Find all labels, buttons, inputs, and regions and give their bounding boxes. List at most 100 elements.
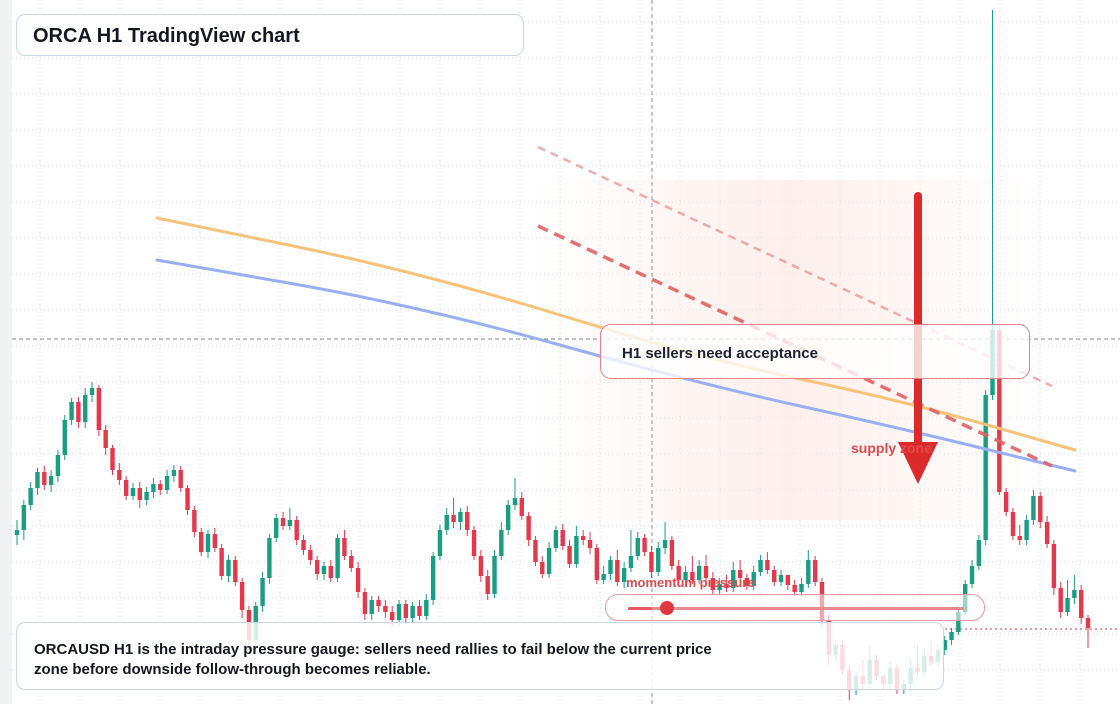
candle-body: [703, 566, 709, 578]
candle-body: [751, 572, 756, 586]
acceptance-label: H1 sellers need acceptance: [622, 345, 818, 362]
candle-body: [478, 556, 484, 576]
candle-body: [519, 498, 525, 516]
candle-body: [485, 576, 490, 594]
candle-body: [560, 530, 565, 546]
candle-body: [615, 560, 620, 582]
candle-body: [417, 606, 422, 616]
candle-body: [383, 606, 388, 612]
candle-body: [69, 402, 74, 420]
candle-body: [280, 518, 286, 526]
candle-body: [205, 534, 211, 552]
candle-body: [1044, 522, 1050, 544]
candle-body: [942, 640, 947, 650]
candle-body: [321, 566, 327, 574]
candle-body: [758, 560, 763, 572]
candle-body: [287, 520, 293, 526]
momentum-track: [628, 607, 964, 610]
candle-body: [458, 512, 463, 522]
candle-body: [376, 600, 381, 606]
candle-body: [785, 575, 791, 585]
candle-body: [956, 612, 961, 632]
candle-body: [21, 505, 27, 530]
candle-body: [48, 476, 54, 485]
candle-body: [1051, 544, 1057, 588]
momentum-gauge: [605, 594, 985, 621]
title-card: ORCA H1 TradingView chart: [16, 14, 524, 56]
candle-body: [574, 536, 579, 564]
candle-body: [342, 538, 347, 556]
candle-body: [765, 560, 770, 570]
candle-body: [465, 512, 470, 530]
resistance-lines: [537, 145, 1053, 468]
candle-body: [505, 505, 511, 530]
candle-body: [778, 575, 784, 582]
candle-body: [369, 600, 374, 614]
candle-body: [430, 556, 436, 600]
candle-body: [117, 470, 122, 480]
candle-body: [662, 540, 668, 548]
candle-body: [28, 488, 33, 505]
candle-body: [806, 560, 811, 584]
candle-body: [239, 582, 245, 610]
candle-body: [499, 530, 504, 556]
candle-body: [164, 476, 170, 490]
supply-zone-label: supply zone: [851, 440, 932, 456]
candle-body: [1031, 496, 1036, 520]
candle-body: [151, 484, 156, 492]
candle-body: [62, 420, 67, 455]
candle-body: [396, 604, 402, 620]
candle-body: [123, 480, 129, 496]
candle-body: [492, 556, 497, 594]
candle-body: [355, 568, 361, 592]
candle-body: [389, 612, 395, 620]
candle-body: [437, 530, 443, 556]
candle-body: [130, 488, 136, 496]
candle-body: [642, 538, 647, 552]
candle-body: [1078, 590, 1084, 618]
candle-body: [294, 520, 299, 540]
candle-body: [976, 540, 982, 566]
candle-body: [1058, 588, 1063, 612]
price-scale-strip: [0, 0, 12, 704]
candle-body: [812, 560, 818, 582]
candle-body: [308, 550, 313, 560]
arrow-head: [898, 442, 938, 484]
candle-body: [219, 548, 224, 576]
candle-body: [799, 584, 804, 592]
candle-body: [335, 538, 340, 578]
candle-body: [656, 548, 661, 572]
candle-body: [969, 566, 975, 584]
candle-body: [103, 430, 108, 448]
candle-body: [314, 560, 320, 574]
candle-body: [14, 530, 20, 535]
candle-body: [198, 532, 204, 552]
candle-body: [772, 570, 777, 582]
candle-body: [949, 632, 954, 640]
candle-body: [1010, 512, 1016, 536]
candle-body: [669, 540, 675, 566]
momentum-fill: [628, 607, 652, 610]
candle-body: [226, 560, 231, 576]
candle-body: [444, 515, 449, 530]
candle-body: [410, 606, 415, 618]
candle-body: [233, 560, 238, 582]
candle-body: [676, 566, 681, 580]
candle-body: [178, 470, 183, 488]
candle-body: [403, 604, 409, 618]
candle-body: [274, 518, 279, 538]
candle-body: [731, 570, 736, 588]
candle-body: [110, 448, 115, 470]
candle-body: [267, 538, 272, 578]
candle-body: [1065, 598, 1070, 612]
analysis-note: ORCAUSD H1 is the intraday pressure gaug…: [34, 641, 712, 678]
candle-body: [683, 572, 688, 580]
candle-body: [724, 584, 729, 588]
candle-body: [424, 600, 429, 616]
candle-body: [567, 546, 572, 564]
candle-body: [144, 492, 149, 500]
momentum-knob: [659, 601, 674, 615]
candle-body: [362, 592, 368, 614]
ema-fast-line: [155, 216, 1077, 452]
